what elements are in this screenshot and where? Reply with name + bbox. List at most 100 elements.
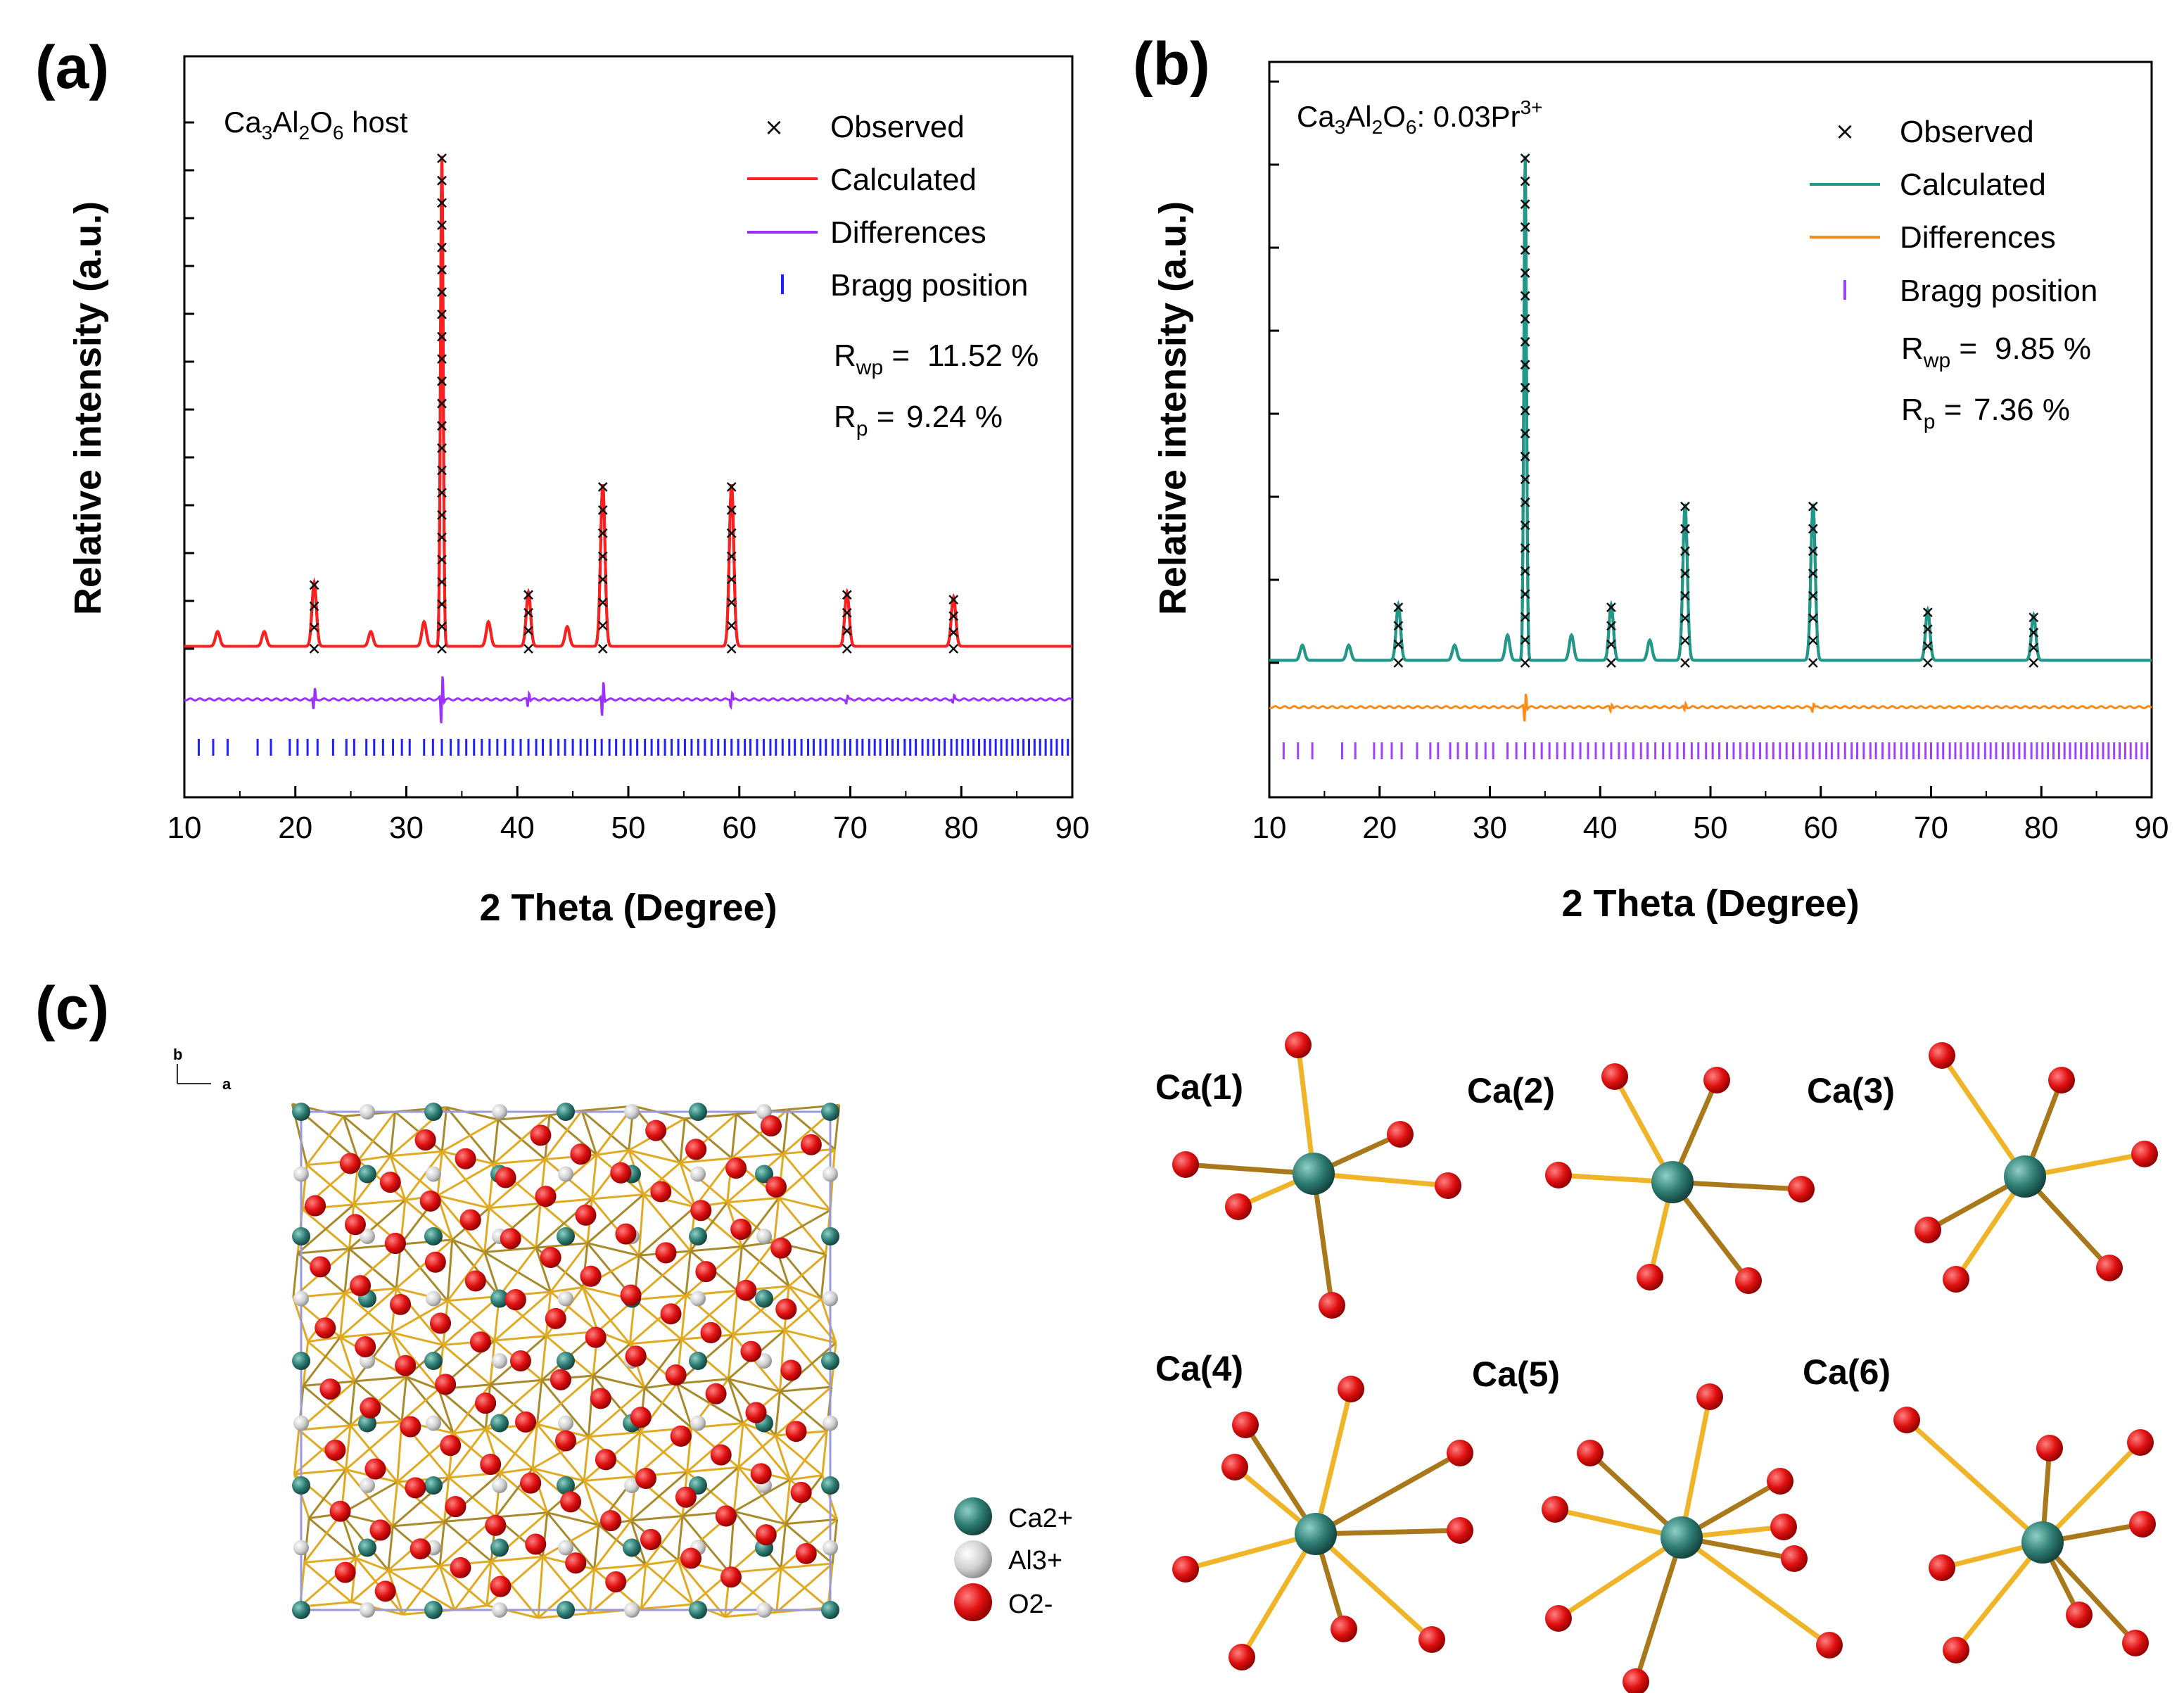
bond [789, 1474, 823, 1481]
ca6-polyhedron [1893, 1407, 2156, 1663]
bond [742, 1241, 775, 1248]
ca-atom [292, 1476, 310, 1495]
observed-point [1520, 199, 1530, 210]
o-atom [509, 1350, 531, 1371]
o-atom [710, 1444, 732, 1466]
plot-a-calculated-line [184, 156, 1072, 648]
o-atom [1816, 1632, 1843, 1659]
o-atom [1915, 1217, 1941, 1243]
al-atom [756, 1229, 772, 1244]
observed-point [437, 175, 447, 186]
bond [488, 1202, 541, 1210]
bond [494, 1335, 547, 1342]
observed-point [948, 627, 959, 638]
o-atom [1172, 1151, 1199, 1178]
o-atom [570, 1143, 592, 1165]
o-atom [1767, 1468, 1793, 1495]
observed-point [437, 599, 447, 609]
o-atom [2036, 1435, 2063, 1461]
bond [303, 1513, 343, 1564]
bond [591, 1198, 640, 1257]
o-atom [685, 1139, 707, 1160]
observed-point [1606, 602, 1616, 613]
observed-point [948, 595, 959, 605]
bond [780, 1562, 833, 1569]
observed-point [1520, 589, 1530, 600]
ca-atom [1661, 1516, 1703, 1559]
observed-point [1520, 291, 1530, 301]
plot-a-yticks [184, 121, 194, 650]
observed-point [726, 551, 737, 562]
observed-point [1520, 474, 1530, 485]
observed-point [1520, 405, 1530, 416]
o-atom [324, 1439, 346, 1461]
bond [483, 1203, 542, 1253]
bond [497, 1114, 550, 1121]
ca-atom [1293, 1153, 1335, 1195]
o-atom [400, 1416, 421, 1438]
bond [737, 1435, 777, 1469]
legend-b-differences: Differences [1900, 220, 2056, 255]
observed-point [1922, 624, 1933, 635]
observed-point [597, 528, 608, 538]
bond [339, 1293, 346, 1338]
bond [397, 1476, 450, 1483]
bond [732, 1329, 785, 1336]
observed-point [1520, 383, 1530, 393]
observed-point [437, 421, 447, 431]
legend-ca-ball [954, 1497, 992, 1535]
bond [345, 1420, 403, 1471]
bond [774, 1391, 781, 1436]
plot-b-differences-line [1269, 693, 2152, 722]
panel-b: (b) 10 20 30 40 50 60 70 80 90 Ca3Al2O6: 0.03Pr3… [1133, 30, 2169, 925]
x-tick-label-10: 10 [1252, 811, 1287, 845]
o-atom [369, 1519, 391, 1541]
o-atom [2122, 1630, 2149, 1656]
observed-point [1680, 546, 1690, 557]
observed-point [437, 265, 447, 275]
bond [724, 1567, 782, 1618]
bond [587, 1242, 640, 1257]
bond [788, 1253, 827, 1287]
o-atom [620, 1284, 642, 1306]
observed-point [1606, 658, 1616, 668]
bond [405, 1376, 455, 1434]
bond [349, 1381, 356, 1426]
bond [439, 1565, 488, 1606]
observed-point [1393, 602, 1404, 613]
bond [583, 1436, 590, 1481]
bond [339, 1287, 398, 1338]
bond [345, 1425, 352, 1470]
al-atom [426, 1415, 441, 1431]
crystal-structure-unit-cell [291, 1103, 841, 1619]
o-atom [695, 1261, 717, 1283]
observed-point [437, 510, 447, 520]
plot-a-bragg-positions [198, 739, 1069, 756]
bond [488, 1158, 546, 1209]
bond [446, 1106, 499, 1121]
o-atom [480, 1453, 502, 1475]
site-label-ca1: Ca(1) [1155, 1067, 1243, 1107]
observed-point [948, 611, 959, 621]
ca3-polyhedron [1915, 1042, 2158, 1293]
ca-atom [557, 1227, 575, 1245]
bond [542, 1523, 599, 1558]
bond [357, 1111, 396, 1162]
ca-atom [2004, 1155, 2046, 1198]
bond [782, 1153, 832, 1211]
ca-atom [424, 1601, 443, 1619]
bond [451, 1238, 500, 1298]
site-label-ca5: Ca(5) [1472, 1355, 1560, 1394]
ca-atom [623, 1538, 641, 1557]
site-label-ca4: Ca(4) [1155, 1349, 1243, 1388]
bond [353, 1199, 406, 1206]
bond [588, 1431, 640, 1438]
bond [307, 1292, 346, 1343]
o-atom [1331, 1616, 1357, 1642]
observed-point [1520, 268, 1530, 278]
observed-point [523, 644, 533, 654]
bond [777, 1148, 836, 1199]
al-atom [624, 1104, 640, 1120]
observed-point [1520, 635, 1530, 645]
ca-o-bond [1557, 1535, 1683, 1621]
